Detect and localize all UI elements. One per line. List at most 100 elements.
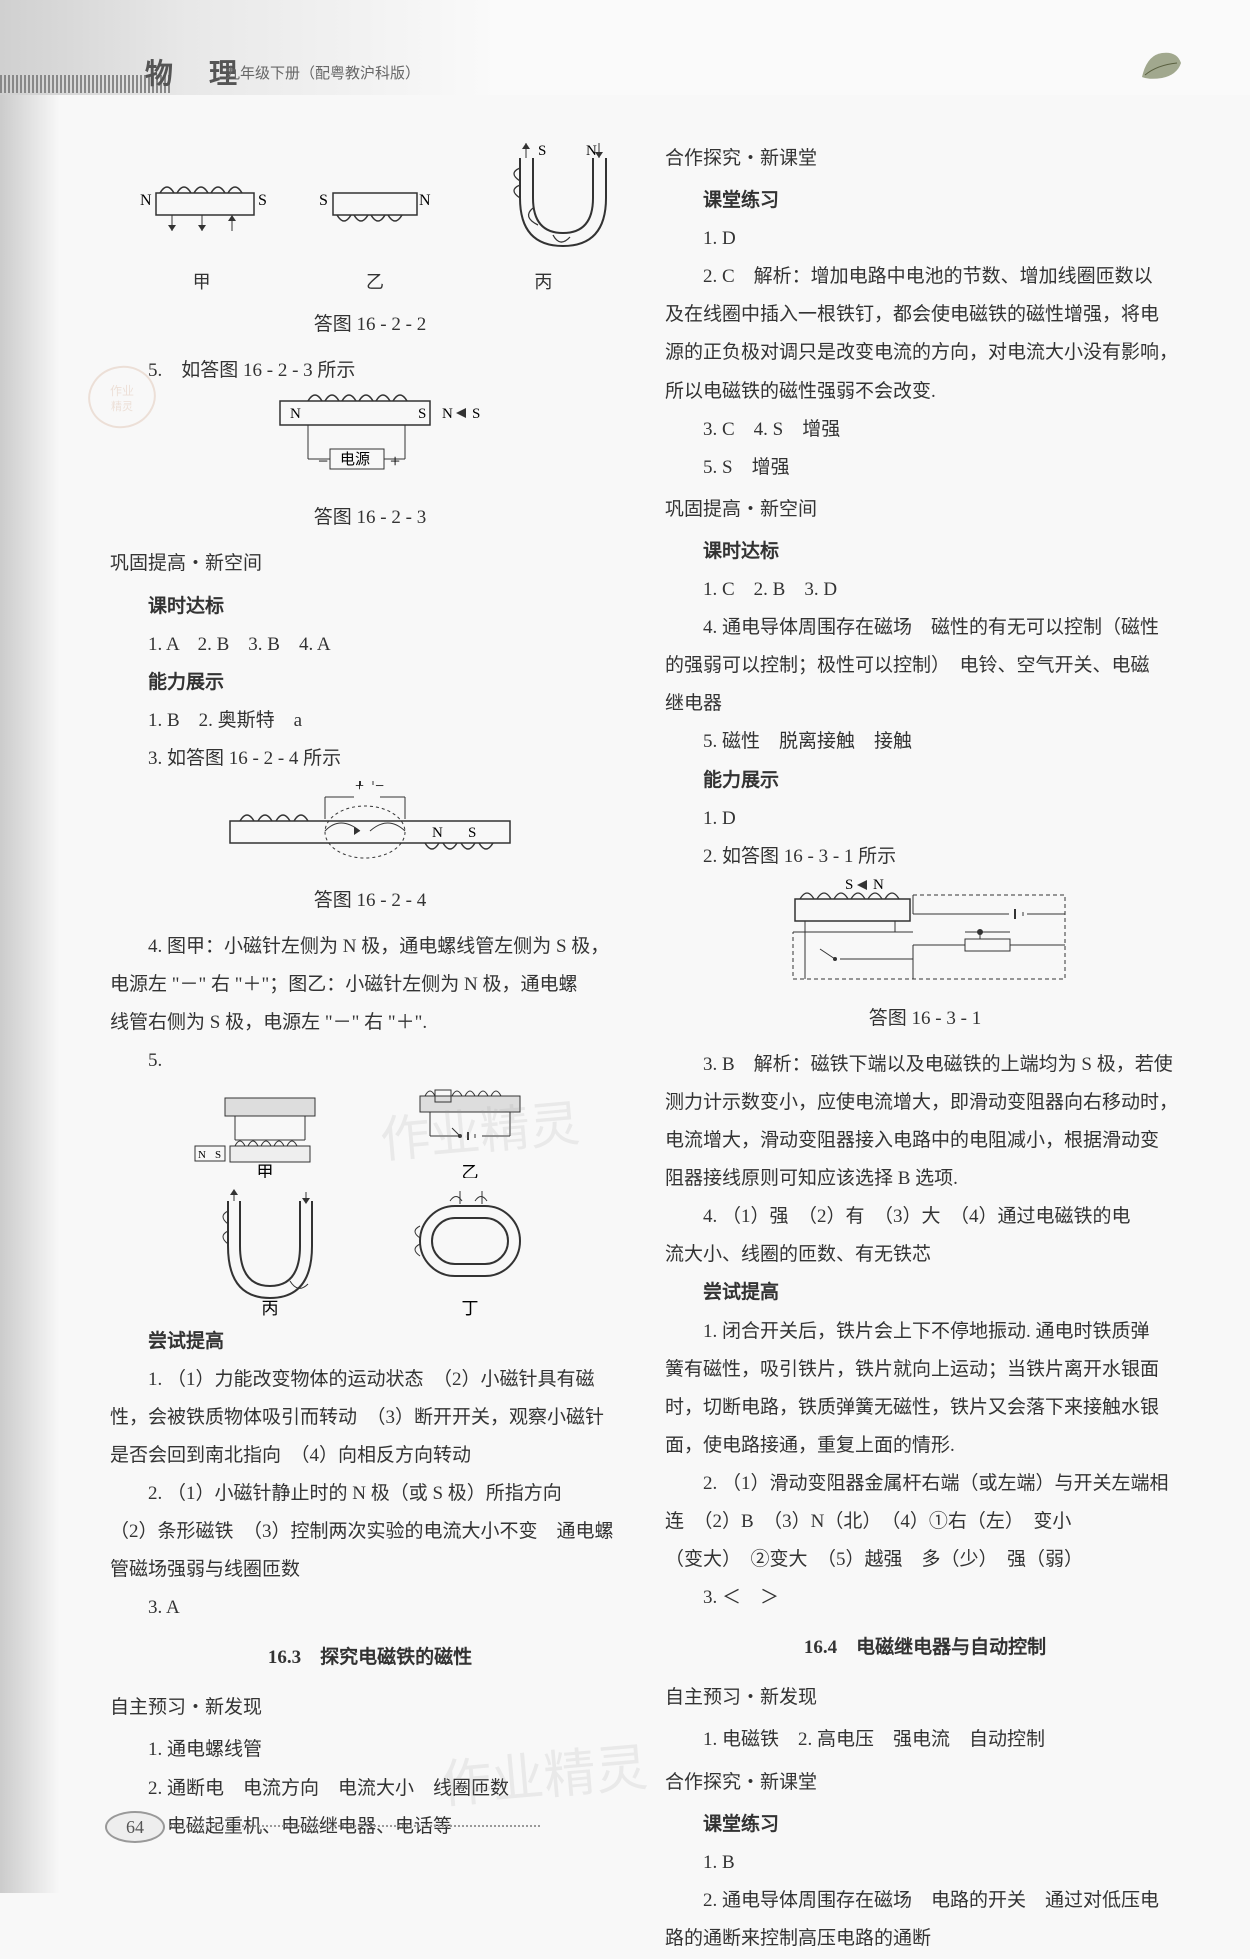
rcs2-l2: 连 （2）B （3）N（北） （4）①右（左） 变小 <box>665 1504 1185 1540</box>
right-column: 合作探究・新课堂 课堂练习 1. D 2. C 解析：增加电路中电池的节数、增加… <box>665 135 1185 1959</box>
rq3-l3: 电流增大，滑动变阻器接入电路中的电阻减小，根据滑动变 <box>665 1123 1185 1159</box>
svg-text:N: N <box>432 825 443 841</box>
diagram-bing: S N <box>478 143 608 253</box>
diagram-jia: N S <box>132 173 272 253</box>
nl1: 1. D <box>665 801 1185 837</box>
svg-text:丁: 丁 <box>462 1299 479 1316</box>
svg-text:精灵: 精灵 <box>111 400 133 413</box>
q5-diagram-jia: NS 甲 <box>190 1088 350 1178</box>
kt2-2-l2: 路的通断来控制高压电路的通断 <box>665 1921 1185 1957</box>
q4-l1: 4. 图甲：小磁针左侧为 N 极，通电螺线管左侧为 S 极， <box>110 929 630 965</box>
kt2-2-l1: 2. 通电导体周围存在磁场 电路的开关 通过对低压电 <box>665 1883 1185 1919</box>
cs1-l2: 性，会被铁质物体吸引而转动 （3）断开开关，观察小磁针 <box>110 1400 630 1436</box>
sec-nengli-r: 能力展示 <box>665 763 1185 799</box>
rcs1-l2: 簧有磁性，吸引铁片，铁片就向上运动；当铁片离开水银面 <box>665 1352 1185 1388</box>
cs3: 3. A <box>110 1590 630 1626</box>
ks1: 1. C 2. B 3. D <box>665 572 1185 608</box>
svg-text:S: S <box>468 825 476 841</box>
q4-l3: 线管右侧为 S 极，电源左 "－" 右 "＋". <box>110 1005 630 1041</box>
sec-gonggu-r: 巩固提高・新空间 <box>665 492 1185 528</box>
svg-text:+: + <box>390 451 400 471</box>
svg-text:S: S <box>258 192 267 209</box>
stamp-watermark: 作业 精灵 <box>85 360 160 435</box>
nl2: 2. 如答图 16 - 3 - 1 所示 <box>665 839 1185 875</box>
sec-keshi-r: 课时达标 <box>665 534 1185 570</box>
footer-dotted-line <box>170 1825 540 1827</box>
page-number: 64 <box>105 1811 165 1843</box>
kt5: 5. S 增强 <box>665 450 1185 486</box>
label-bing: 丙 <box>478 265 608 299</box>
q5-intro: 5. 如答图 16 - 2 - 3 所示 <box>110 353 630 389</box>
kt2-l4: 所以电磁铁的磁性强弱不会改变. <box>665 374 1185 410</box>
figure-q5-top: NS 甲 乙 <box>110 1088 630 1178</box>
title-16-3: 16.3 探究电磁铁的磁性 <box>110 1640 630 1676</box>
rq4-l2: 流大小、线圈的匝数、有无铁芯 <box>665 1237 1185 1273</box>
sec-ketang: 课堂练习 <box>665 183 1185 219</box>
rcs3: 3. ＜ ＞ <box>665 1580 1185 1616</box>
svg-text:−: − <box>375 779 384 795</box>
sec-ketang2: 课堂练习 <box>665 1807 1185 1843</box>
nengli-1: 1. B 2. 奥斯特 a <box>110 703 630 739</box>
svg-text:S: S <box>845 877 853 893</box>
grade-subtitle: 九年级下册（配粤教沪科版） <box>225 60 420 89</box>
label-yi: 乙 <box>315 265 435 299</box>
sec-nengli: 能力展示 <box>110 665 630 701</box>
sec-changshi-r: 尝试提高 <box>665 1275 1185 1311</box>
q5-diagram-yi: 乙 <box>390 1088 550 1178</box>
figure-16-2-2-labels: 甲 乙 丙 <box>110 261 630 299</box>
svg-text:N: N <box>290 406 301 422</box>
kt2-l2: 及在线圈中插入一根铁钉，都会使电磁铁的磁性增强，将电 <box>665 297 1185 333</box>
sec-hezuo2: 合作探究・新课堂 <box>665 1765 1185 1801</box>
rq3-l1: 3. B 解析：磁铁下端以及电磁铁的上端均为 S 极，若使 <box>665 1047 1185 1083</box>
cs1-l3: 是否会回到南北指向 （4）向相反方向转动 <box>110 1438 630 1474</box>
kt2-1: 1. B <box>665 1845 1185 1881</box>
sec-zizhu-l: 自主预习・新发现 <box>110 1690 630 1726</box>
rq4-l1: 4. （1）强 （2）有 （3）大 （4）通过电磁铁的电 <box>665 1199 1185 1235</box>
q5-label: 5. <box>110 1043 630 1079</box>
rcs1-l3: 时，切断电路，铁质弹簧无磁性，铁片又会落下来接触水银 <box>665 1390 1185 1426</box>
label-jia: 甲 <box>132 265 272 299</box>
svg-text:N: N <box>442 406 453 422</box>
left-column: N S S N S N <box>110 135 630 1959</box>
zz2: 2. 通断电 电流方向 电流大小 线圈匝数 <box>110 1771 630 1807</box>
svg-text:N: N <box>198 1149 206 1161</box>
ks4-l1: 4. 通电导体周围存在磁场 磁性的有无可以控制（磁性 <box>665 610 1185 646</box>
rq3-l4: 阻器接线原则可知应该选择 B 选项. <box>665 1161 1185 1197</box>
svg-text:N: N <box>586 143 597 159</box>
svg-text:N: N <box>140 192 152 209</box>
sec-keshi: 课时达标 <box>110 589 630 625</box>
figure-16-2-2: N S S N S N <box>110 143 630 253</box>
svg-text:甲: 甲 <box>257 1163 274 1178</box>
kt2-l1: 2. C 解析：增加电路中电池的节数、增加线圈匝数以 <box>665 259 1185 295</box>
cs1-l1: 1. （1）力能改变物体的运动状态 （2）小磁针具有磁 <box>110 1362 630 1398</box>
diagram-yi: S N <box>315 173 435 253</box>
rq3-l2: 测力计示数变小，应使电流增大，即滑动变阻器向右移动时， <box>665 1085 1185 1121</box>
svg-text:N: N <box>419 192 431 209</box>
cs2-l3: 管磁场强弱与线圈匝数 <box>110 1552 630 1588</box>
svg-text:乙: 乙 <box>462 1163 479 1178</box>
svg-text:−: − <box>318 451 328 471</box>
diagram-16-3-1: S N <box>765 877 1085 997</box>
q5-diagram-bing: 丙 <box>190 1186 350 1316</box>
rzz1: 1. 电磁铁 2. 高电压 强电流 自动控制 <box>665 1722 1185 1758</box>
svg-text:N: N <box>873 877 884 893</box>
svg-text:S: S <box>215 1149 221 1161</box>
title-16-4: 16.4 电磁继电器与自动控制 <box>665 1630 1185 1666</box>
caption-16-3-1: 答图 16 - 3 - 1 <box>665 1001 1185 1037</box>
nengli-3: 3. 如答图 16 - 2 - 4 所示 <box>110 741 630 777</box>
caption-16-2-4: 答图 16 - 2 - 4 <box>110 883 630 919</box>
diagram-16-2-4: +− N S <box>210 779 530 879</box>
q5-diagram-ding: 丁 <box>390 1186 550 1316</box>
svg-text:丙: 丙 <box>262 1299 279 1316</box>
caption-16-2-2: 答图 16 - 2 - 2 <box>110 307 630 343</box>
ks4-l2: 的强弱可以控制；极性可以控制） 电铃、空气开关、电磁 <box>665 648 1185 684</box>
kt1: 1. D <box>665 221 1185 257</box>
content-area: N S S N S N <box>0 95 1250 1959</box>
sec-hezuo: 合作探究・新课堂 <box>665 141 1185 177</box>
svg-text:电源: 电源 <box>340 451 370 468</box>
q4-l2: 电源左 "－" 右 "＋"；图乙：小磁针左侧为 N 极，通电螺 <box>110 967 630 1003</box>
cs2-l2: （2）条形磁铁 （3）控制两次实验的电流大小不变 通电螺 <box>110 1514 630 1550</box>
svg-text:S: S <box>418 406 426 422</box>
rcs2-l1: 2. （1）滑动变阻器金属杆右端（或左端）与开关左端相 <box>665 1466 1185 1502</box>
ks5: 5. 磁性 脱离接触 接触 <box>665 724 1185 760</box>
